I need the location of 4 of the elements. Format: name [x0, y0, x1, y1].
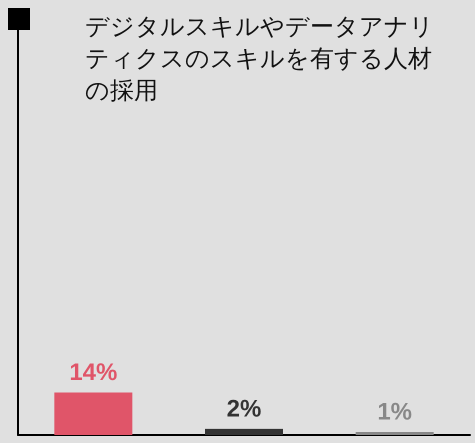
data-label: 1%: [377, 398, 412, 426]
data-label: 14%: [69, 359, 118, 386]
data-label: 2%: [226, 395, 262, 422]
chart-title: デジタルスキルやデータアナリティクスのスキルを有する人材の採用: [85, 14, 434, 104]
